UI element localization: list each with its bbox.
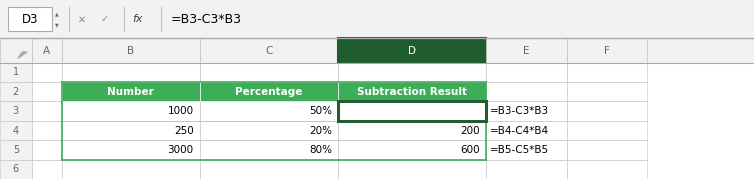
Bar <box>32 38 62 63</box>
Bar <box>200 82 338 101</box>
Text: F: F <box>604 46 610 55</box>
Bar <box>32 140 62 160</box>
Text: 250: 250 <box>174 125 194 136</box>
Bar <box>567 63 647 82</box>
Bar <box>0 160 32 179</box>
Text: =B3-C3*B3: =B3-C3*B3 <box>490 106 549 116</box>
Bar <box>62 140 200 160</box>
Bar <box>62 63 200 82</box>
Bar <box>62 38 200 63</box>
Text: Number: Number <box>107 87 155 97</box>
Bar <box>200 140 338 160</box>
Text: 200: 200 <box>461 125 480 136</box>
Text: 2: 2 <box>13 87 19 97</box>
Bar <box>338 121 486 140</box>
Text: Percentage: Percentage <box>235 87 302 97</box>
Bar <box>567 160 647 179</box>
Text: Subtraction Result: Subtraction Result <box>357 87 467 97</box>
Text: 3: 3 <box>13 106 19 116</box>
Bar <box>567 140 647 160</box>
Text: 4: 4 <box>13 125 19 136</box>
Bar <box>32 101 62 121</box>
Bar <box>62 82 200 101</box>
Text: 3000: 3000 <box>167 145 194 155</box>
Text: A: A <box>43 46 51 55</box>
Bar <box>486 63 567 82</box>
Bar <box>62 121 200 140</box>
Bar <box>32 160 62 179</box>
Text: ▲: ▲ <box>55 11 59 16</box>
Text: 1000: 1000 <box>167 106 194 116</box>
Bar <box>486 101 567 121</box>
Text: ✓: ✓ <box>101 14 109 24</box>
Text: 80%: 80% <box>308 145 332 155</box>
Bar <box>200 121 338 140</box>
Text: 50%: 50% <box>308 106 332 116</box>
Bar <box>200 160 338 179</box>
Bar <box>0 101 32 121</box>
Bar <box>486 160 567 179</box>
Text: E: E <box>523 46 530 55</box>
Bar <box>32 82 62 101</box>
Bar <box>62 101 200 121</box>
Text: ✕: ✕ <box>78 14 86 24</box>
Bar <box>338 38 486 63</box>
Text: 500: 500 <box>461 106 480 116</box>
Bar <box>338 140 486 160</box>
Bar <box>0 121 32 140</box>
Text: B: B <box>127 46 134 55</box>
Text: =B5-C5*B5: =B5-C5*B5 <box>490 145 549 155</box>
Text: 5: 5 <box>13 145 19 155</box>
Bar <box>567 121 647 140</box>
Bar <box>486 82 567 101</box>
Bar <box>338 63 486 82</box>
Text: 600: 600 <box>461 145 480 155</box>
Bar <box>0 82 32 101</box>
Bar <box>567 38 647 63</box>
Bar <box>486 121 567 140</box>
Text: =B4-C4*B4: =B4-C4*B4 <box>490 125 549 136</box>
Bar <box>0 38 754 63</box>
Polygon shape <box>18 52 27 58</box>
Text: =B3-C3*B3: =B3-C3*B3 <box>170 13 241 26</box>
FancyBboxPatch shape <box>8 7 52 31</box>
Bar <box>338 82 486 101</box>
Bar <box>200 82 338 101</box>
Bar <box>0 63 32 82</box>
Bar <box>486 140 567 160</box>
Bar <box>338 82 486 101</box>
Text: D: D <box>408 46 416 55</box>
Text: 20%: 20% <box>308 125 332 136</box>
Bar <box>567 82 647 101</box>
Bar <box>32 121 62 140</box>
Bar <box>338 160 486 179</box>
Text: 6: 6 <box>13 164 19 174</box>
Bar <box>62 160 200 179</box>
Bar <box>200 38 338 63</box>
Text: ▼: ▼ <box>55 23 59 28</box>
Text: 1: 1 <box>13 67 19 77</box>
Bar <box>0 140 32 160</box>
Text: C: C <box>265 46 272 55</box>
Bar <box>0 0 754 38</box>
Bar <box>200 101 338 121</box>
Bar <box>62 82 200 101</box>
Text: fx: fx <box>133 14 143 24</box>
Bar <box>200 63 338 82</box>
Bar <box>32 63 62 82</box>
Text: D3: D3 <box>22 13 38 26</box>
Bar <box>486 38 567 63</box>
Bar <box>338 101 486 121</box>
Bar <box>567 101 647 121</box>
Bar <box>0 38 32 63</box>
